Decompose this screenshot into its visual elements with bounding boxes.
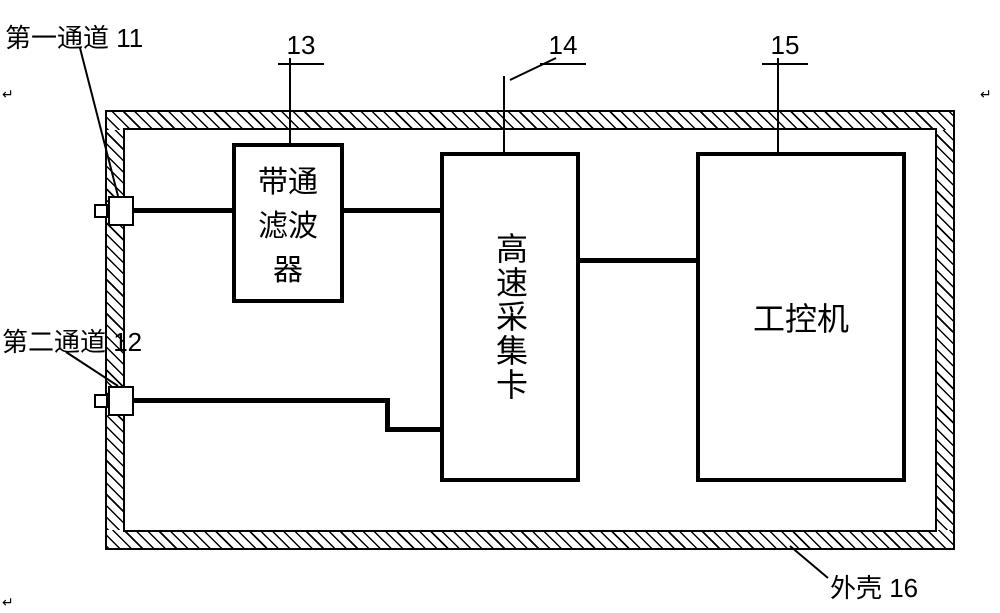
daq-card-label: 高速采集卡 — [487, 232, 533, 402]
diagram-canvas: ↵ ↵ ↵ 带通滤波器 高速采集卡 工控机 第一通道 11 第二通道 12 13… — [0, 0, 1000, 613]
corner-mark-tr: ↵ — [980, 86, 992, 103]
wire — [134, 398, 390, 403]
corner-mark-bl: ↵ — [2, 594, 14, 611]
shell-label: 外壳 16 — [830, 568, 918, 605]
bandpass-id-label: 13 — [278, 30, 324, 65]
daq-id-label: 14 — [540, 30, 586, 65]
ipc-box: 工控机 — [696, 152, 906, 482]
corner-mark-tl: ↵ — [2, 86, 14, 103]
wire — [580, 258, 696, 263]
channel2-connector-body — [108, 386, 134, 416]
channel1-label: 第一通道 11 — [5, 18, 143, 55]
channel2-label: 第二通道 12 — [2, 322, 142, 359]
daq-card-box: 高速采集卡 — [440, 152, 580, 482]
wire — [344, 208, 440, 213]
shell-hatch-right — [935, 130, 953, 530]
ipc-label: 工控机 — [753, 294, 849, 340]
bandpass-filter-box: 带通滤波器 — [232, 143, 344, 303]
shell-hatch-bottom — [107, 530, 953, 548]
bandpass-filter-label: 带通滤波器 — [258, 157, 318, 289]
channel1-connector-pin — [94, 204, 108, 218]
wire — [134, 208, 232, 213]
wire — [385, 427, 440, 432]
channel1-connector-body — [108, 196, 134, 226]
channel2-connector-pin — [94, 394, 108, 408]
ipc-id-label: 15 — [762, 30, 808, 65]
